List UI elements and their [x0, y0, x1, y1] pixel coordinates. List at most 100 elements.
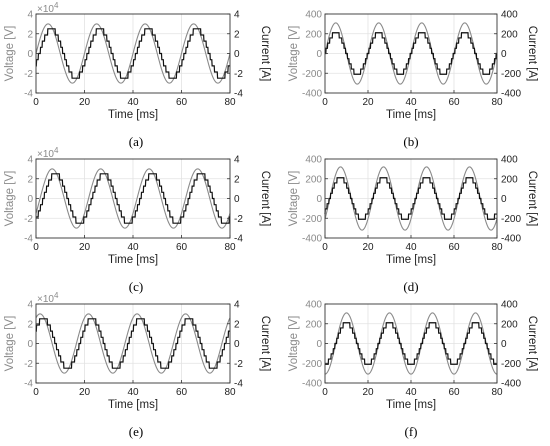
y-right-axis-label: Current [A] [526, 171, 538, 227]
y-right-tick-label: 2 [234, 319, 240, 330]
y-right-axis-label: Current [A] [259, 26, 271, 82]
y-left-axis-label: Voltage [V] [4, 316, 16, 372]
y-left-tick-label: -4 [24, 379, 33, 390]
panel-caption: (b) [403, 134, 418, 149]
y-left-tick-label: 200 [305, 174, 322, 185]
current-series-line [324, 177, 497, 220]
chart-panel-2: 0 20 40 60 80-400-2000200400-400-2000200400V… [288, 10, 538, 150]
x-axis-label: Time [ms] [108, 399, 158, 411]
y-left-axis-label: Voltage [V] [288, 316, 300, 372]
x-tick-label: 40 [127, 387, 139, 398]
panel-caption: (d) [403, 279, 418, 294]
y-right-axis-label: Current [A] [526, 26, 538, 82]
y-right-tick-label: 0 [501, 339, 507, 350]
x-tick-label: 40 [405, 97, 417, 108]
y-left-tick-label: 0 [316, 339, 322, 350]
voltage-series-line [35, 313, 231, 374]
y-left-tick-label: 2 [27, 174, 33, 185]
y-left-tick-label: -2 [24, 359, 33, 370]
current-series-line [325, 32, 497, 75]
x-axis-label: Time [ms] [386, 399, 436, 411]
x-tick-label: 60 [448, 242, 460, 253]
y-left-tick-label: 0 [27, 339, 33, 350]
y-left-tick-label: -4 [24, 89, 33, 100]
voltage-series-line [35, 23, 231, 84]
y-left-tick-label: 2 [27, 29, 33, 40]
x-tick-label: 0 [322, 242, 328, 253]
x-axis-label: Time [ms] [108, 109, 158, 121]
y-right-tick-label: 0 [501, 194, 507, 205]
y-left-tick-label: 0 [316, 49, 322, 60]
y-right-tick-label: -200 [501, 359, 521, 370]
y-left-tick-label: -2 [24, 214, 33, 225]
y-right-tick-label: 200 [501, 174, 518, 185]
y-left-tick-label: 200 [305, 29, 322, 40]
y-right-tick-label: 400 [501, 300, 518, 311]
y-left-axis-label: Voltage [V] [288, 171, 300, 227]
y-right-tick-label: -200 [501, 214, 521, 225]
y-right-tick-label: -2 [234, 359, 243, 370]
y-left-tick-label: -200 [302, 359, 322, 370]
y-left-tick-label: 200 [305, 319, 322, 330]
x-tick-label: 80 [224, 387, 236, 398]
x-tick-label: 40 [127, 97, 139, 108]
y-left-tick-label: -400 [302, 379, 322, 390]
y-right-tick-label: -2 [234, 69, 243, 80]
y-left-tick-label: -200 [302, 214, 322, 225]
panel-caption: (c) [129, 279, 143, 294]
x-tick-label: 0 [33, 387, 39, 398]
x-axis-label: Time [ms] [386, 109, 436, 121]
axis-exponent-label: ×104 [37, 146, 59, 160]
y-right-tick-label: 400 [501, 155, 518, 166]
y-left-tick-label: 0 [316, 194, 322, 205]
current-series-line [36, 173, 230, 224]
axis-exponent-label: ×104 [37, 1, 59, 15]
x-tick-label: 20 [79, 97, 91, 108]
y-right-axis-label: Current [A] [259, 171, 271, 227]
y-left-tick-label: 0 [27, 194, 33, 205]
y-left-tick-label: -4 [24, 234, 33, 245]
y-right-tick-label: -400 [501, 379, 521, 390]
y-left-tick-label: 4 [27, 155, 33, 166]
voltage-series-line [35, 168, 231, 229]
x-tick-label: 0 [322, 387, 328, 398]
current-series-line [35, 28, 230, 79]
axis-exponent-label: ×104 [37, 291, 59, 305]
y-left-tick-label: 4 [27, 10, 33, 21]
y-right-tick-label: 400 [501, 10, 518, 21]
y-right-tick-label: 2 [234, 29, 240, 40]
voltage-series-line [324, 312, 498, 375]
y-right-tick-label: -4 [234, 379, 243, 390]
y-left-tick-label: 2 [27, 319, 33, 330]
y-right-axis-label: Current [A] [526, 316, 538, 372]
current-series-line [35, 318, 230, 369]
y-left-axis-label: Voltage [V] [288, 26, 300, 82]
x-tick-label: 20 [79, 387, 91, 398]
panel-caption: (a) [129, 134, 143, 149]
y-left-tick-label: 400 [305, 300, 322, 311]
y-right-tick-label: 200 [501, 29, 518, 40]
x-tick-label: 20 [79, 242, 91, 253]
x-tick-label: 0 [33, 242, 39, 253]
x-tick-label: 80 [491, 387, 503, 398]
y-right-tick-label: -400 [501, 234, 521, 245]
y-right-tick-label: 0 [501, 49, 507, 60]
y-right-tick-label: -4 [234, 234, 243, 245]
y-right-tick-label: -200 [501, 69, 521, 80]
x-tick-label: 80 [224, 242, 236, 253]
y-right-tick-label: 200 [501, 319, 518, 330]
x-axis-label: Time [ms] [108, 254, 158, 266]
y-right-tick-label: 0 [234, 339, 240, 350]
x-tick-label: 20 [362, 242, 374, 253]
y-left-tick-label: 400 [305, 155, 322, 166]
x-tick-label: 60 [176, 97, 188, 108]
x-tick-label: 20 [362, 97, 374, 108]
current-series-line [325, 322, 497, 365]
y-left-tick-label: 400 [305, 10, 322, 21]
x-tick-label: 80 [224, 97, 236, 108]
x-tick-label: 40 [405, 242, 417, 253]
x-tick-label: 40 [127, 242, 139, 253]
